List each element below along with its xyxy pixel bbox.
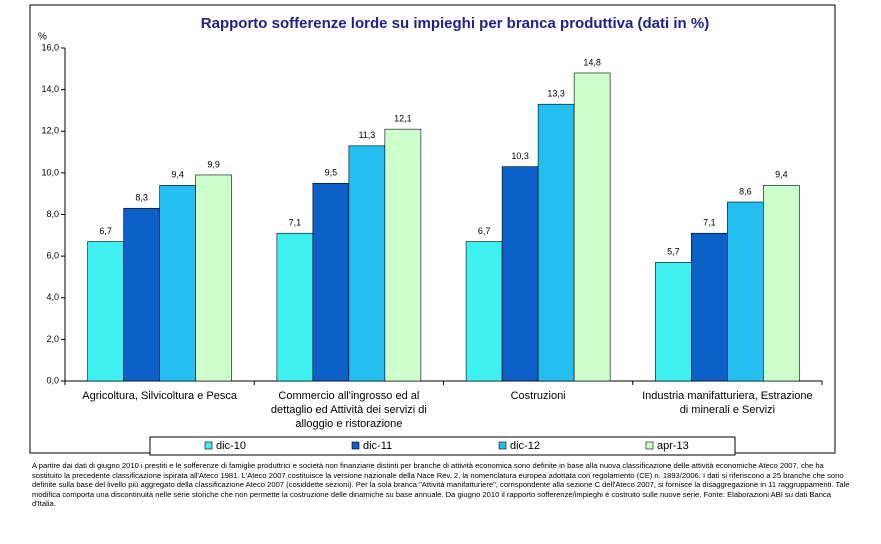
legend-label: dic-11 — [363, 440, 392, 452]
value-label: 9,4 — [171, 170, 184, 180]
value-label: 9,4 — [775, 170, 788, 180]
y-tick-label: 4,0 — [46, 292, 59, 302]
legend-box — [149, 436, 736, 456]
bar — [501, 166, 539, 382]
x-tick-label: Industria manifatturiera, Estrazione di … — [642, 390, 813, 416]
y-tick-label: 14,0 — [41, 84, 59, 94]
value-label: 7,1 — [703, 218, 716, 228]
bar — [691, 232, 728, 382]
value-label: 5,7 — [667, 247, 680, 257]
value-label: 9,5 — [325, 168, 338, 178]
legend-swatch — [498, 441, 507, 450]
y-tick-label: 6,0 — [46, 251, 59, 261]
bar — [573, 72, 611, 382]
bar — [655, 262, 692, 382]
chart-title: Rapporto sofferenze lorde su impieghi pe… — [201, 15, 709, 32]
y-axis-label: % — [38, 32, 47, 43]
x-tick-label: Agricoltura, Silvicoltura e Pesca — [82, 390, 237, 402]
legend-label: dic-12 — [510, 440, 540, 452]
value-label: 8,6 — [739, 186, 752, 196]
bar — [727, 201, 764, 382]
legend-swatch — [351, 441, 360, 450]
bar — [312, 182, 350, 382]
legend-swatch — [645, 441, 654, 450]
legend-swatch — [204, 441, 213, 450]
bar — [123, 207, 160, 382]
y-tick-label: 0,0 — [46, 375, 59, 385]
bar — [465, 241, 503, 382]
value-label: 10,3 — [511, 151, 529, 161]
value-label: 6,7 — [99, 226, 112, 236]
bar — [195, 174, 232, 382]
x-tick-label: Costruzioni — [510, 390, 566, 402]
bar — [384, 128, 422, 382]
bar — [159, 185, 196, 382]
bar — [87, 241, 124, 382]
value-label: 9,9 — [207, 159, 220, 169]
y-tick-label: 8,0 — [46, 209, 59, 219]
value-label: 11,3 — [358, 130, 375, 140]
footnote: A partire dai dati di giugno 2010 i pres… — [32, 461, 850, 509]
legend-label: dic-10 — [216, 440, 246, 452]
y-tick-label: 16,0 — [41, 42, 59, 52]
value-label: 6,7 — [478, 226, 491, 236]
value-label: 14,8 — [583, 57, 601, 67]
bar — [537, 103, 575, 382]
value-label: 13,3 — [547, 89, 565, 99]
value-label: 7,1 — [289, 218, 302, 228]
y-tick-label: 2,0 — [46, 334, 59, 344]
x-tick-label: Commercio all'ingrosso ed al dettaglio e… — [270, 390, 427, 430]
value-label: 8,3 — [135, 193, 148, 203]
value-label: 12,1 — [394, 114, 412, 124]
y-tick-label: 10,0 — [41, 167, 59, 177]
bar — [348, 145, 386, 382]
legend-label: apr-13 — [657, 440, 689, 452]
bar — [276, 232, 314, 382]
bar — [763, 185, 800, 382]
y-tick-label: 12,0 — [41, 126, 59, 136]
